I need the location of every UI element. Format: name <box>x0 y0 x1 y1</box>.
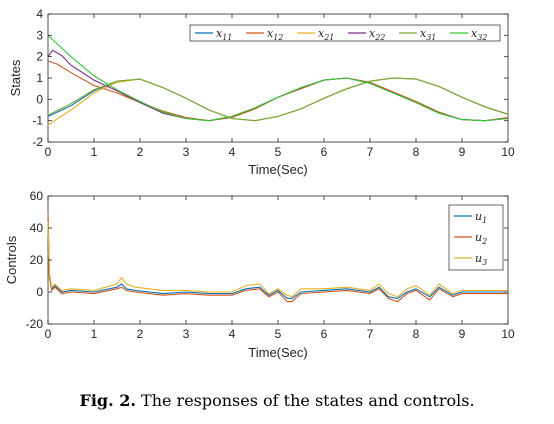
controls-x-tick-label: 0 <box>45 327 52 341</box>
caption-text: The responses of the states and controls… <box>141 391 475 410</box>
states-legend-label-x21: x21 <box>318 27 334 42</box>
caption-label: Fig. 2. <box>79 391 136 410</box>
states-y-tick-label: 0 <box>36 92 43 106</box>
states-x-tick-label: 1 <box>91 145 98 159</box>
states-x-tick-label: 6 <box>321 145 328 159</box>
controls-y-tick-label: 0 <box>36 285 43 299</box>
controls-x-tick-label: 5 <box>275 327 282 341</box>
controls-y-tick-label: 60 <box>30 189 44 203</box>
states-x-tick-label: 4 <box>229 145 236 159</box>
controls-y-axis-label: Controls <box>4 235 19 284</box>
controls-x-tick-label: 4 <box>229 327 236 341</box>
controls-legend-label-u3: u3 <box>475 252 487 267</box>
controls-x-tick-label: 10 <box>501 327 515 341</box>
states-x-tick-label: 5 <box>275 145 282 159</box>
states-y-tick-label: 2 <box>36 50 43 64</box>
controls-x-tick-label: 6 <box>321 327 328 341</box>
states-x-tick-label: 9 <box>459 145 466 159</box>
states-x-tick-label: 8 <box>413 145 420 159</box>
controls-x-tick-label: 1 <box>91 327 98 341</box>
controls-legend: u1 u2 u3 <box>448 204 504 271</box>
states-series-x32 <box>47 34 509 122</box>
states-x-tick-label: 0 <box>45 145 52 159</box>
states-x-axis-label: Time(Sec) <box>248 162 307 177</box>
states-legend: x11 x12 x21 x22 x31 x32 <box>189 24 501 42</box>
controls-x-tick-label: 9 <box>459 327 466 341</box>
states-x-tick-label: 2 <box>137 145 144 159</box>
states-legend-label-x32: x32 <box>471 27 487 42</box>
states-x-tick-label: 3 <box>183 145 190 159</box>
controls-x-tick-label: 2 <box>137 327 144 341</box>
states-series-x31 <box>47 77 509 122</box>
states-y-tick-label: 3 <box>36 28 43 42</box>
states-y-axis-label: States <box>8 59 23 96</box>
controls-legend-label-u1: u1 <box>475 210 487 225</box>
controls-y-tick-label: -20 <box>26 317 44 331</box>
states-x-tick-label: 10 <box>501 145 515 159</box>
states-legend-label-x22: x22 <box>369 27 385 42</box>
states-legend-box <box>189 24 501 42</box>
controls-x-axis-label: Time(Sec) <box>248 345 307 360</box>
states-y-tick-label: -1 <box>32 114 43 128</box>
controls-series-u1 <box>47 216 508 299</box>
states-y-tick-label: 4 <box>36 7 43 21</box>
states-x-tick-label: 7 <box>367 145 374 159</box>
controls-legend-label-u2: u2 <box>475 231 487 246</box>
states-legend-label-x31: x31 <box>420 27 436 42</box>
figure-caption: Fig. 2. The responses of the states and … <box>0 391 554 410</box>
states-legend-label-x12: x12 <box>267 27 283 42</box>
controls-series-u2 <box>47 211 508 303</box>
controls-y-tick-label: 40 <box>30 221 44 235</box>
controls-x-tick-label: 7 <box>367 327 374 341</box>
states-legend-label-x11: x11 <box>216 27 232 42</box>
states-y-tick-label: -2 <box>32 135 43 149</box>
controls-x-tick-label: 8 <box>413 327 420 341</box>
controls-series-u3 <box>47 221 508 298</box>
controls-plot-area <box>47 195 509 325</box>
controls-x-tick-label: 3 <box>183 327 190 341</box>
states-chart: 0 1 2 3 4 5 6 7 8 9 10 -2 -1 0 1 2 3 4 Time(Sec) States x… <box>8 7 515 177</box>
states-y-tick-label: 1 <box>36 71 43 85</box>
controls-y-tick-label: 20 <box>30 253 44 267</box>
